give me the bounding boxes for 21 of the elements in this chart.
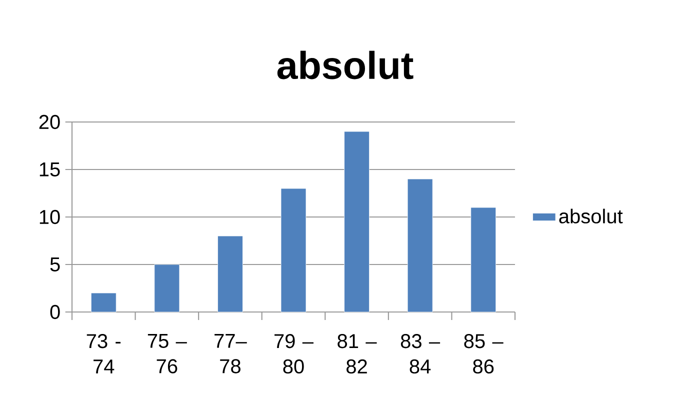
y-tick-label: 15 [40, 162, 60, 176]
y-tick-label: 10 [40, 210, 60, 224]
y-tick-label: 5 [50, 258, 60, 272]
x-tick-label: 79 – 80 [274, 334, 314, 374]
x-tick-label: 85 – 86 [464, 334, 504, 374]
chart-title: absolut [277, 50, 414, 80]
x-tick-label: 75 – 76 [148, 334, 187, 374]
bar [218, 236, 243, 312]
bar [470, 207, 496, 312]
bar [90, 292, 116, 312]
bar [407, 178, 433, 312]
bar [154, 264, 180, 312]
bar [280, 188, 306, 312]
y-tick-label: 0 [50, 304, 60, 320]
legend-label: absolut [559, 208, 623, 224]
x-tick-label: 83 – 84 [400, 334, 440, 374]
x-tick-label: 77– 78 [214, 334, 247, 374]
y-tick-label: 20 [39, 114, 60, 130]
x-tick-label: 73 - 74 [86, 334, 121, 374]
x-tick-label: 81 – 82 [338, 334, 377, 374]
bar [344, 131, 370, 312]
